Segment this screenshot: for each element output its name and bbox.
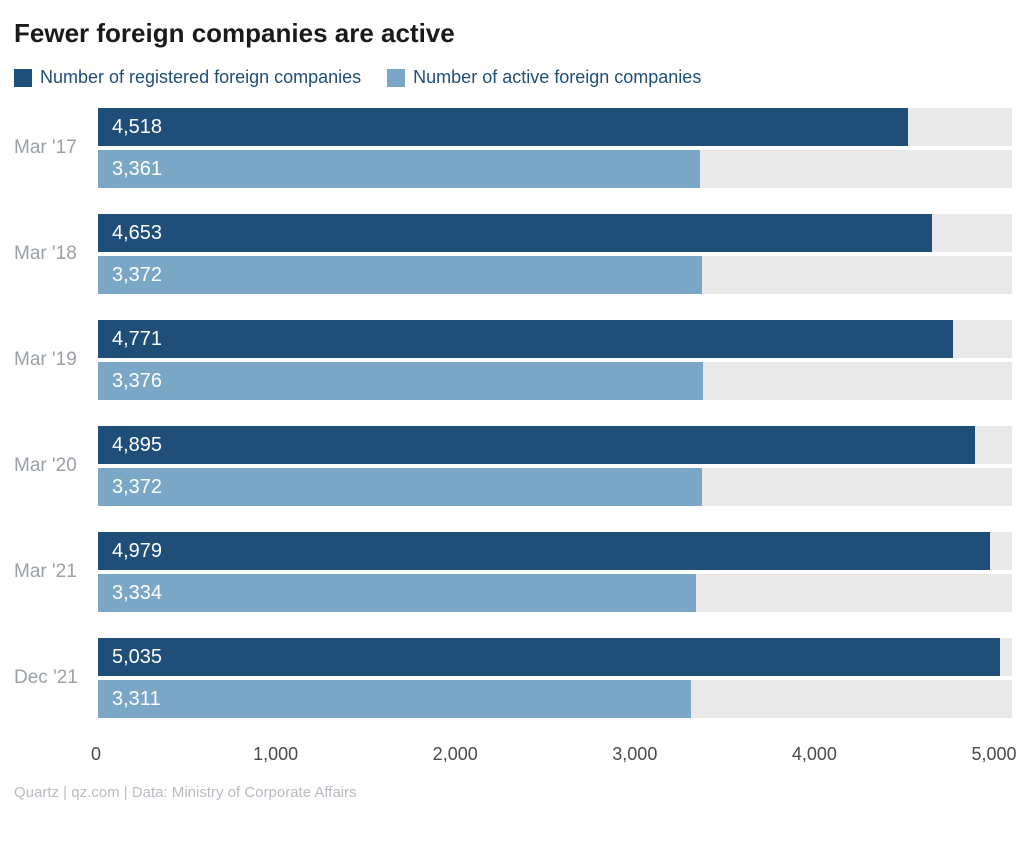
source-attribution: Quartz | qz.com | Data: Ministry of Corp… bbox=[14, 784, 1012, 801]
bar-active: 3,376 bbox=[98, 362, 703, 400]
bar-active: 3,361 bbox=[98, 150, 700, 188]
bar-track: 3,361 bbox=[98, 150, 1012, 188]
bar-track: 4,979 bbox=[98, 532, 1012, 570]
legend-item-active: Number of active foreign companies bbox=[387, 67, 701, 88]
bar-group: Mar '204,895 3,372 bbox=[14, 426, 1012, 506]
bar-active: 3,334 bbox=[98, 574, 696, 612]
bar-track: 3,334 bbox=[98, 574, 1012, 612]
x-tick: 4,000 bbox=[792, 744, 837, 765]
legend: Number of registered foreign companies N… bbox=[14, 67, 1012, 88]
bar-track: 3,372 bbox=[98, 256, 1012, 294]
bar-track: 3,376 bbox=[98, 362, 1012, 400]
bar-chart: Mar '174,5183,361Mar '184,6533,372Mar '1… bbox=[14, 108, 1012, 718]
bar-track: 4,895 bbox=[98, 426, 1012, 464]
x-tick: 5,000 bbox=[972, 744, 1017, 765]
bar-track: 4,518 bbox=[98, 108, 1012, 146]
bar-group: Mar '214,979 3,334 bbox=[14, 532, 1012, 612]
bar-pair: 4,979 3,334 bbox=[98, 532, 1012, 612]
bar-group: Dec '215,035 3,311 bbox=[14, 638, 1012, 718]
chart-title: Fewer foreign companies are active bbox=[14, 18, 1012, 49]
bar-registered: 5,035 bbox=[98, 638, 1000, 676]
bar-track: 3,372 bbox=[98, 468, 1012, 506]
legend-label-registered: Number of registered foreign companies bbox=[40, 67, 361, 88]
category-label: Mar '21 bbox=[14, 561, 98, 583]
x-tick: 1,000 bbox=[253, 744, 298, 765]
legend-item-registered: Number of registered foreign companies bbox=[14, 67, 361, 88]
category-label: Mar '18 bbox=[14, 243, 98, 265]
bar-registered: 4,895 bbox=[98, 426, 975, 464]
bar-pair: 4,653 3,372 bbox=[98, 214, 1012, 294]
bar-pair: 4,771 3,376 bbox=[98, 320, 1012, 400]
bar-pair: 5,035 3,311 bbox=[98, 638, 1012, 718]
bar-active: 3,372 bbox=[98, 468, 702, 506]
x-axis-ticks: 01,0002,0003,0004,0005,000 bbox=[96, 744, 1012, 770]
legend-swatch-registered bbox=[14, 69, 32, 87]
bar-track: 3,311 bbox=[98, 680, 1012, 718]
legend-swatch-active bbox=[387, 69, 405, 87]
x-tick: 3,000 bbox=[612, 744, 657, 765]
x-axis: 01,0002,0003,0004,0005,000 bbox=[12, 744, 1012, 770]
bar-pair: 4,518 3,361 bbox=[98, 108, 1012, 188]
bar-group: Mar '174,518 3,361 bbox=[14, 108, 1012, 188]
bar-pair: 4,895 3,372 bbox=[98, 426, 1012, 506]
bar-registered: 4,653 bbox=[98, 214, 932, 252]
category-label: Mar '20 bbox=[14, 455, 98, 477]
bar-registered: 4,518 bbox=[98, 108, 908, 146]
bar-group: Mar '194,771 3,376 bbox=[14, 320, 1012, 400]
legend-label-active: Number of active foreign companies bbox=[413, 67, 701, 88]
bar-track: 5,035 bbox=[98, 638, 1012, 676]
bar-registered: 4,771 bbox=[98, 320, 953, 358]
bar-active: 3,311 bbox=[98, 680, 691, 718]
bar-track: 4,653 bbox=[98, 214, 1012, 252]
bar-track: 4,771 bbox=[98, 320, 1012, 358]
bar-registered: 4,979 bbox=[98, 532, 990, 570]
x-tick: 0 bbox=[91, 744, 101, 765]
x-tick: 2,000 bbox=[433, 744, 478, 765]
category-label: Dec '21 bbox=[14, 667, 98, 689]
category-label: Mar '17 bbox=[14, 137, 98, 159]
category-label: Mar '19 bbox=[14, 349, 98, 371]
bar-active: 3,372 bbox=[98, 256, 702, 294]
bar-group: Mar '184,653 3,372 bbox=[14, 214, 1012, 294]
